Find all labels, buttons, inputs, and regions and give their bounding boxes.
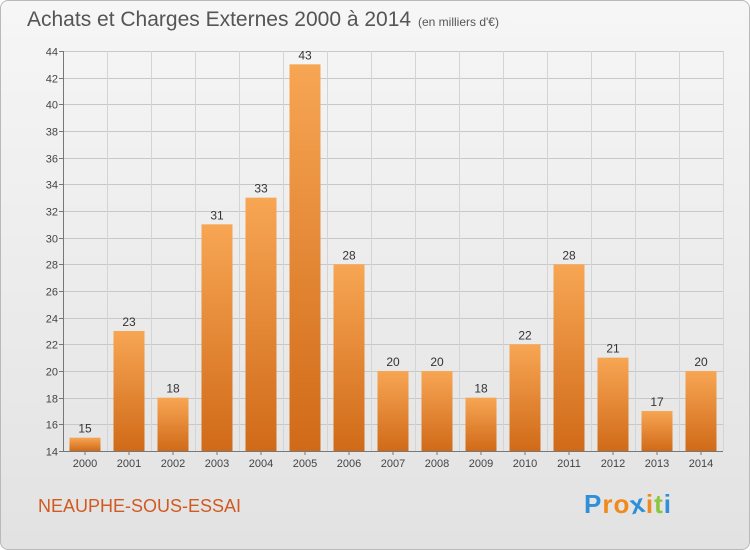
bar — [685, 371, 717, 451]
chart-subtitle: (en milliers d'€) — [418, 15, 499, 29]
data-label: 18 — [474, 382, 488, 396]
bar — [421, 371, 453, 451]
bar — [597, 357, 629, 451]
y-tick-label: 24 — [46, 314, 58, 326]
data-label: 28 — [562, 248, 576, 262]
y-tick-label: 32 — [46, 207, 58, 219]
x-tick-label: 2000 — [73, 458, 97, 470]
x-tick-label: 2001 — [117, 458, 141, 470]
bar — [377, 371, 409, 451]
data-label: 20 — [694, 355, 708, 369]
axes: 14 16 18 20 22 24 26 28 30 32 34 36 38 40 42 44 2000 2001… — [46, 47, 723, 470]
bar — [69, 437, 101, 451]
bar — [157, 397, 189, 451]
y-tick-label: 18 — [46, 394, 58, 406]
y-tick-label: 34 — [46, 180, 58, 192]
y-tick-label: 22 — [46, 340, 58, 352]
data-label: 20 — [386, 355, 400, 369]
x-tick-label: 2003 — [205, 458, 229, 470]
bar — [113, 331, 145, 451]
x-tick-label: 2004 — [249, 458, 273, 470]
data-label: 20 — [430, 355, 444, 369]
y-tick-label: 42 — [46, 74, 58, 86]
x-tick-label: 2013 — [645, 458, 669, 470]
y-tick-label: 16 — [46, 420, 58, 432]
bar — [553, 264, 585, 451]
bar — [509, 344, 541, 451]
data-label: 31 — [210, 208, 224, 222]
logo-letter: t — [654, 489, 664, 519]
data-label: 21 — [606, 342, 620, 356]
bar — [201, 224, 233, 451]
x-tick-label: 2014 — [689, 458, 713, 470]
chart-title: Achats et Charges Externes 2000 à 2014 — [27, 8, 412, 31]
data-label: 23 — [122, 315, 136, 329]
x-tick-label: 2005 — [293, 458, 317, 470]
y-tick-label: 38 — [46, 127, 58, 139]
y-tick-label: 28 — [46, 260, 58, 272]
bar — [333, 264, 365, 451]
logo-letter: o — [613, 489, 631, 519]
data-label: 22 — [518, 328, 532, 342]
x-tick-label: 2008 — [425, 458, 449, 470]
x-tick-label: 2011 — [557, 458, 581, 470]
logo-letter: r — [602, 489, 614, 519]
bars — [69, 64, 717, 452]
y-tick-label: 30 — [46, 234, 58, 246]
data-label: 43 — [298, 48, 312, 62]
y-tick-label: 26 — [46, 287, 58, 299]
bar — [641, 411, 673, 451]
y-tick-label: 40 — [46, 100, 58, 112]
x-tick-label: 2007 — [381, 458, 405, 470]
place-name: NEAUPHE-SOUS-ESSAI — [38, 496, 242, 516]
data-label: 15 — [78, 422, 92, 436]
proxiti-logo: Proxiti — [584, 488, 672, 521]
logo-letter: i — [645, 489, 655, 519]
logo-letter: P — [584, 489, 603, 519]
data-label: 17 — [650, 395, 664, 409]
bar — [465, 397, 497, 451]
data-label: 33 — [254, 182, 268, 196]
data-labels: 15 23 18 31 33 43 28 20 20 18 22 28 21 17 20 — [78, 48, 708, 435]
data-label: 18 — [166, 382, 180, 396]
logo-letter: i — [663, 489, 672, 519]
y-tick-label: 14 — [46, 447, 58, 459]
data-label: 28 — [342, 248, 356, 262]
x-tick-label: 2006 — [337, 458, 361, 470]
y-tick-label: 20 — [46, 367, 58, 379]
bar — [245, 197, 277, 451]
x-tick-label: 2009 — [469, 458, 493, 470]
x-tick-label: 2012 — [601, 458, 625, 470]
x-tick-label: 2002 — [161, 458, 185, 470]
x-tick-label: 2010 — [513, 458, 537, 470]
y-tick-label: 44 — [46, 47, 58, 59]
bar — [289, 64, 321, 452]
y-tick-label: 36 — [46, 154, 58, 166]
